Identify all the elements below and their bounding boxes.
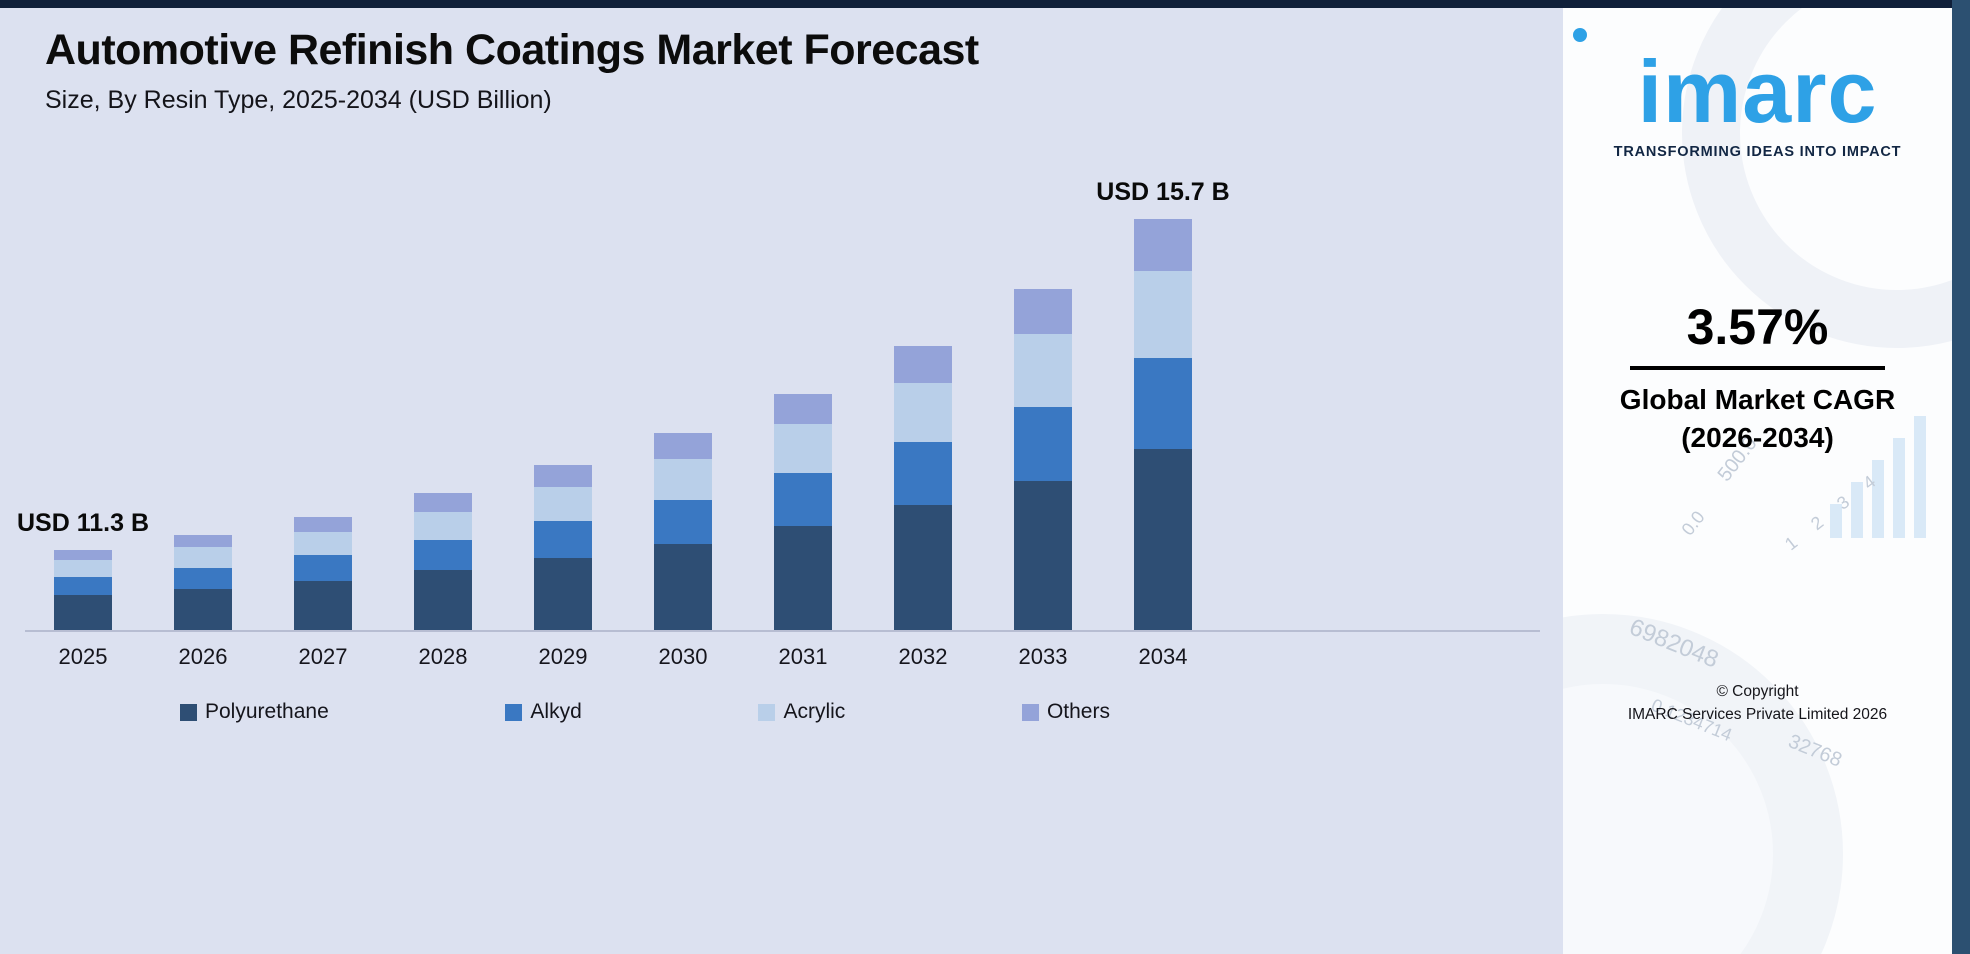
x-axis-label-2029: 2029 xyxy=(538,644,588,669)
bar-segment-alkyd xyxy=(654,500,712,544)
bar-segment-acrylic xyxy=(1134,271,1192,358)
x-axis-label-2033: 2033 xyxy=(1018,644,1068,669)
legend-swatch-others xyxy=(1021,703,1039,721)
bar-segment-others xyxy=(534,465,592,487)
chart-subtitle: Size, By Resin Type, 2025-2034 (USD Bill… xyxy=(45,86,552,114)
x-axis-label-2027: 2027 xyxy=(298,644,348,669)
x-axis-label-2030: 2030 xyxy=(658,644,708,669)
bar-segment-acrylic xyxy=(894,383,952,442)
x-axis-label-2026: 2026 xyxy=(178,644,228,669)
bar-segment-acrylic xyxy=(654,459,712,501)
legend-item-polyurethane: Polyurethane xyxy=(180,700,329,724)
bar-segment-alkyd xyxy=(174,567,232,589)
bar-segment-others xyxy=(1014,289,1072,335)
bar-segment-acrylic xyxy=(54,559,112,577)
bar-2034 xyxy=(1134,219,1192,630)
bar-segment-alkyd xyxy=(1014,406,1072,481)
plot-area: USD 11.3 B USD 15.7 B xyxy=(17,168,1540,632)
imarc-logo: imarc TRANSFORMING IDEAS INTO IMPACT xyxy=(1563,42,1952,161)
bar-2026 xyxy=(174,535,232,630)
bar-segment-others xyxy=(1134,219,1192,272)
bar-2033 xyxy=(1014,289,1072,630)
decorative-dot xyxy=(1573,28,1587,42)
bar-2032 xyxy=(894,346,952,630)
chart-title: Automotive Refinish Coatings Market Fore… xyxy=(45,26,979,74)
bar-segment-alkyd xyxy=(54,576,112,595)
legend-item-acrylic: Acrylic xyxy=(758,700,845,724)
bar-segment-acrylic xyxy=(1014,334,1072,407)
bar-segment-polyurethane xyxy=(174,588,232,630)
bar-segment-others xyxy=(54,550,112,560)
bar-segment-alkyd xyxy=(1134,357,1192,450)
bar-segment-alkyd xyxy=(534,520,592,558)
info-panel: 500.0 0.0 1 2 3 4 6982048 0.1234714 32768 ima… xyxy=(1563,8,1952,954)
cagr-block: 3.57% Global Market CAGR (2026-2034) xyxy=(1563,298,1952,454)
bar-segment-polyurethane xyxy=(54,594,112,630)
bar-segment-others xyxy=(294,517,352,533)
top-border-strip xyxy=(0,0,1970,8)
bar-segment-acrylic xyxy=(294,532,352,556)
bar-segment-others xyxy=(654,433,712,460)
chart-section: Automotive Refinish Coatings Market Fore… xyxy=(0,8,1563,954)
bar-segment-acrylic xyxy=(534,486,592,521)
bar-segment-polyurethane xyxy=(534,557,592,630)
value-annotation-2034: USD 15.7 B xyxy=(1096,178,1230,206)
bar-segment-acrylic xyxy=(414,511,472,540)
x-axis-label-2028: 2028 xyxy=(418,644,468,669)
bar-segment-polyurethane xyxy=(774,525,832,630)
bar-segment-polyurethane xyxy=(1014,481,1072,630)
bar-2025 xyxy=(54,550,112,630)
x-axis-labels: 2025 2026 2027 2028 2029 2030 2031 2032 2033 2034 xyxy=(25,644,1540,678)
bar-segment-alkyd xyxy=(894,441,952,505)
bar-segment-polyurethane xyxy=(414,570,472,630)
legend: Polyurethane Alkyd Acrylic Others xyxy=(180,700,1110,724)
cagr-divider xyxy=(1630,366,1885,370)
bar-2027 xyxy=(294,517,352,630)
x-axis-label-2025: 2025 xyxy=(58,644,108,669)
right-border-strip xyxy=(1952,0,1970,954)
decorative-watermark: 0.0 xyxy=(1677,507,1709,540)
cagr-value: 3.57% xyxy=(1686,299,1829,355)
bar-segment-polyurethane xyxy=(294,580,352,630)
cagr-years: (2026-2034) xyxy=(1681,422,1834,453)
bar-segment-alkyd xyxy=(294,555,352,581)
legend-item-alkyd: Alkyd xyxy=(505,700,582,724)
legend-swatch-acrylic xyxy=(758,703,776,721)
copyright-line1: © Copyright xyxy=(1716,683,1799,700)
bar-segment-polyurethane xyxy=(654,543,712,630)
legend-label-alkyd: Alkyd xyxy=(530,700,582,723)
legend-label-others: Others xyxy=(1046,700,1110,723)
bar-segment-others xyxy=(414,493,472,512)
bar-2029 xyxy=(534,465,592,630)
legend-swatch-polyurethane xyxy=(180,703,197,721)
bar-segment-acrylic xyxy=(774,424,832,474)
legend-swatch-alkyd xyxy=(505,703,523,721)
x-axis-label-2032: 2032 xyxy=(898,644,948,669)
bar-2031 xyxy=(774,394,832,630)
copyright-block: © Copyright IMARC Services Private Limit… xyxy=(1563,680,1952,727)
copyright-line2: IMARC Services Private Limited 2026 xyxy=(1627,706,1888,724)
imarc-logo-text: imarc xyxy=(1637,42,1878,141)
bar-2030 xyxy=(654,433,712,630)
bar-segment-others xyxy=(894,346,952,384)
bar-segment-others xyxy=(174,535,232,548)
bar-segment-polyurethane xyxy=(1134,449,1192,630)
bar-segment-alkyd xyxy=(414,539,472,571)
cagr-label: Global Market CAGR xyxy=(1619,384,1896,415)
bar-segment-acrylic xyxy=(174,547,232,568)
legend-item-others: Others xyxy=(1021,700,1110,724)
bar-segment-others xyxy=(774,394,832,425)
x-axis-label-2034: 2034 xyxy=(1138,644,1188,669)
value-annotation-2025: USD 11.3 B xyxy=(16,509,150,537)
bar-2028 xyxy=(414,493,472,630)
bar-segment-alkyd xyxy=(774,473,832,526)
x-axis-label-2031: 2031 xyxy=(778,644,828,669)
legend-label-polyurethane: Polyurethane xyxy=(205,700,329,723)
decorative-mini-bars xyxy=(1830,416,1926,538)
legend-label-acrylic: Acrylic xyxy=(783,700,846,723)
bar-segment-polyurethane xyxy=(894,504,952,630)
imarc-logo-tagline: TRANSFORMING IDEAS INTO IMPACT xyxy=(1613,144,1902,160)
